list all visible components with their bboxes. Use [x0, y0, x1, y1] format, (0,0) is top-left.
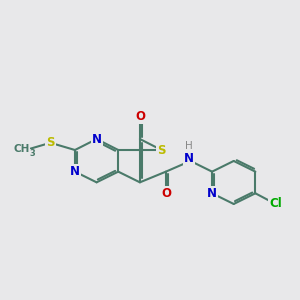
Text: S: S	[46, 136, 55, 149]
Text: O: O	[161, 187, 171, 200]
Text: S: S	[157, 143, 166, 157]
Text: N: N	[184, 152, 194, 165]
Text: N: N	[70, 165, 80, 178]
Text: N: N	[92, 133, 102, 146]
Text: N: N	[207, 187, 217, 200]
Text: CH: CH	[14, 144, 30, 154]
Text: Cl: Cl	[269, 197, 282, 211]
Text: 3: 3	[29, 149, 35, 158]
Text: H: H	[185, 141, 193, 151]
Text: O: O	[135, 110, 145, 123]
